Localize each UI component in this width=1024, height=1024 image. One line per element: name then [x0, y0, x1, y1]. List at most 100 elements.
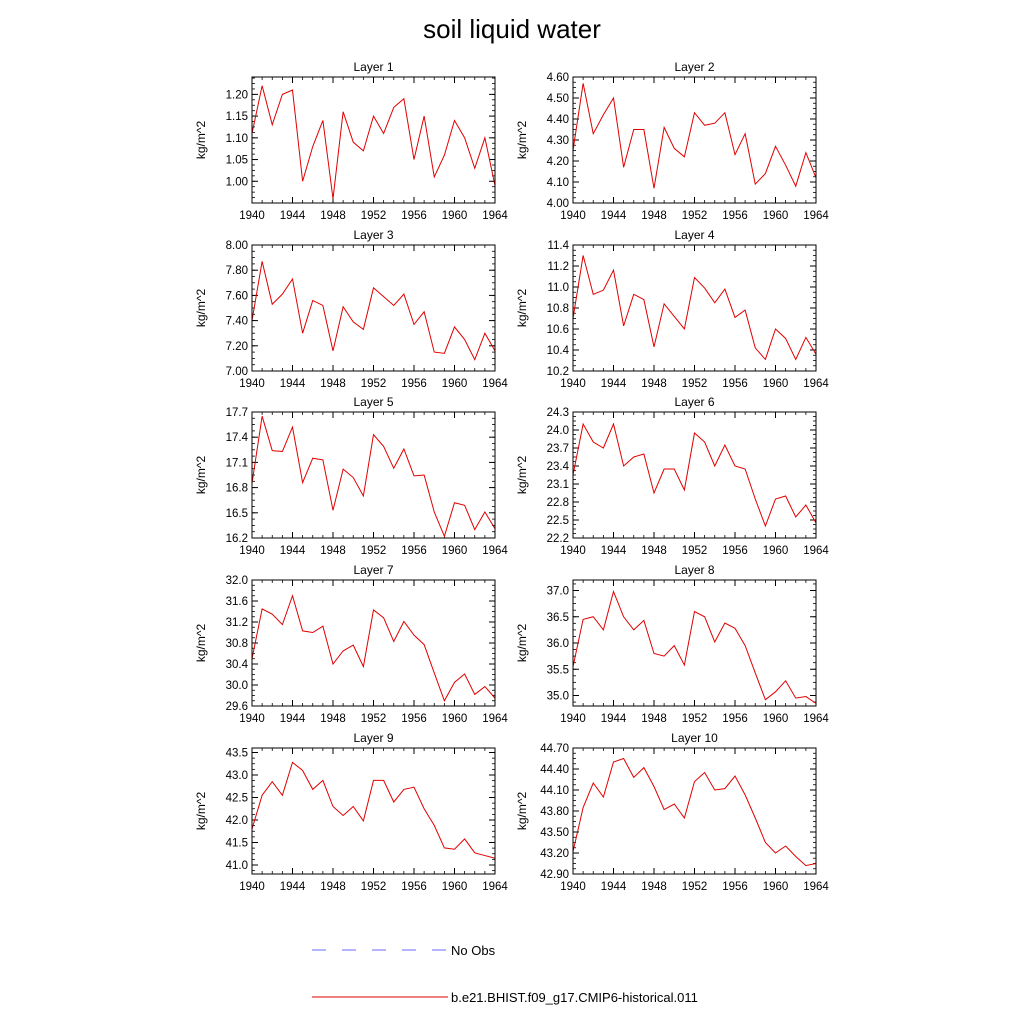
y-tick-label: 42.5 [226, 793, 248, 805]
plot-frame [251, 579, 496, 707]
y-tick-label: 36.5 [547, 612, 569, 624]
x-tick-label: 1944 [280, 378, 306, 390]
y-tick-label: 44.10 [540, 785, 569, 797]
y-tick-label: 44.70 [540, 743, 569, 755]
panels: Layer 1 kg/m^2 1940 1944 1948 1952 1956 1960 196… [194, 60, 829, 893]
x-tick-label: 1964 [803, 545, 829, 557]
chart-panel-3: Layer 3 kg/m^2 1940 1944 1948 1952 1956 1960 196… [194, 228, 508, 390]
series-line [572, 589, 817, 704]
y-tick-label: 7.40 [226, 316, 248, 328]
x-tick-label: 1940 [239, 210, 265, 222]
y-tick-label: 42.0 [226, 815, 248, 827]
x-tick-label: 1940 [560, 210, 586, 222]
panel-title: Layer 5 [353, 395, 393, 409]
chart-panel-2: Layer 2 kg/m^2 1940 1944 1948 1952 1956 1960 196… [515, 60, 829, 222]
y-tick-label: 43.5 [226, 748, 248, 760]
x-tick-label: 1944 [280, 881, 306, 893]
x-tick-label: 1960 [763, 545, 789, 557]
y-tick-label: 30.0 [226, 680, 248, 692]
y-tick-label: 41.0 [226, 860, 248, 872]
x-tick-label: 1956 [401, 713, 427, 725]
x-tick-label: 1960 [442, 545, 468, 557]
x-tick-label: 1952 [361, 210, 387, 222]
y-tick-label: 43.80 [540, 806, 569, 818]
y-tick-label: 24.0 [547, 425, 569, 437]
panel-title: Layer 4 [674, 228, 714, 242]
x-tick-label: 1960 [763, 881, 789, 893]
y-tick-label: 11.0 [547, 282, 569, 294]
y-tick-label: 16.5 [226, 508, 248, 520]
y-tick-label: 43.50 [540, 827, 569, 839]
y-tick-label: 31.6 [226, 596, 248, 608]
x-tick-label: 1940 [239, 881, 265, 893]
plot-frame [251, 76, 496, 204]
x-tick-label: 1948 [320, 881, 346, 893]
y-axis-label: kg/m^2 [194, 289, 208, 328]
y-tick-label: 7.00 [226, 366, 248, 378]
y-tick-label: 36.0 [547, 638, 569, 650]
x-tick-label: 1956 [722, 713, 748, 725]
x-tick-label: 1960 [763, 378, 789, 390]
y-tick-label: 43.20 [540, 848, 569, 860]
x-tick-label: 1948 [641, 545, 667, 557]
x-tick-label: 1940 [560, 881, 586, 893]
x-tick-label: 1960 [763, 210, 789, 222]
y-tick-label: 29.6 [226, 701, 248, 713]
y-tick-label: 1.00 [226, 176, 248, 188]
x-tick-label: 1948 [641, 210, 667, 222]
y-tick-label: 10.4 [547, 345, 570, 357]
y-tick-label: 4.60 [547, 72, 569, 84]
x-tick-label: 1956 [401, 881, 427, 893]
y-tick-label: 11.2 [547, 261, 569, 273]
y-tick-label: 24.3 [547, 407, 569, 419]
panel-title: Layer 2 [674, 60, 714, 74]
x-tick-label: 1964 [482, 378, 508, 390]
x-tick-label: 1964 [482, 545, 508, 557]
y-tick-label: 4.20 [547, 156, 569, 168]
x-tick-label: 1960 [442, 881, 468, 893]
y-tick-label: 7.20 [226, 341, 248, 353]
series-line [251, 85, 496, 199]
y-tick-label: 23.7 [547, 443, 569, 455]
series-line [251, 416, 496, 538]
panel-title: Layer 7 [353, 563, 393, 577]
y-tick-label: 10.8 [547, 303, 569, 315]
x-tick-label: 1952 [361, 881, 387, 893]
x-tick-label: 1960 [442, 210, 468, 222]
series-line [572, 83, 817, 189]
y-tick-label: 22.5 [547, 515, 569, 527]
x-tick-label: 1964 [482, 210, 508, 222]
x-tick-label: 1940 [560, 545, 586, 557]
y-tick-label: 30.8 [226, 638, 248, 650]
x-tick-label: 1948 [641, 713, 667, 725]
chart-panel-6: Layer 6 kg/m^2 1940 1944 1948 1952 1956 1960 196… [515, 395, 829, 557]
plot-frame [572, 244, 817, 372]
x-tick-label: 1964 [803, 713, 829, 725]
x-tick-label: 1944 [601, 713, 627, 725]
y-tick-label: 22.2 [547, 533, 569, 545]
x-tick-label: 1952 [682, 545, 708, 557]
y-axis-label: kg/m^2 [194, 792, 208, 831]
figure-title: soil liquid water [423, 14, 601, 44]
x-tick-label: 1952 [682, 713, 708, 725]
chart-panel-7: Layer 7 kg/m^2 1940 1944 1948 1952 1956 1960 196… [194, 563, 508, 725]
panel-title: Layer 8 [674, 563, 714, 577]
x-tick-label: 1948 [320, 210, 346, 222]
x-tick-label: 1964 [803, 881, 829, 893]
x-tick-label: 1956 [722, 210, 748, 222]
y-tick-label: 30.4 [226, 659, 249, 671]
x-tick-label: 1948 [320, 378, 346, 390]
y-tick-label: 35.5 [547, 664, 569, 676]
y-tick-label: 31.2 [226, 617, 248, 629]
y-tick-label: 43.0 [226, 770, 248, 782]
y-axis-label: kg/m^2 [515, 792, 529, 831]
x-tick-label: 1952 [361, 378, 387, 390]
chart-panel-4: Layer 4 kg/m^2 1940 1944 1948 1952 1956 1960 196… [515, 228, 829, 390]
series-line [572, 255, 817, 361]
x-tick-label: 1952 [361, 545, 387, 557]
y-tick-label: 8.00 [226, 240, 248, 252]
x-tick-label: 1952 [361, 713, 387, 725]
x-tick-label: 1964 [803, 210, 829, 222]
y-axis-label: kg/m^2 [515, 456, 529, 495]
